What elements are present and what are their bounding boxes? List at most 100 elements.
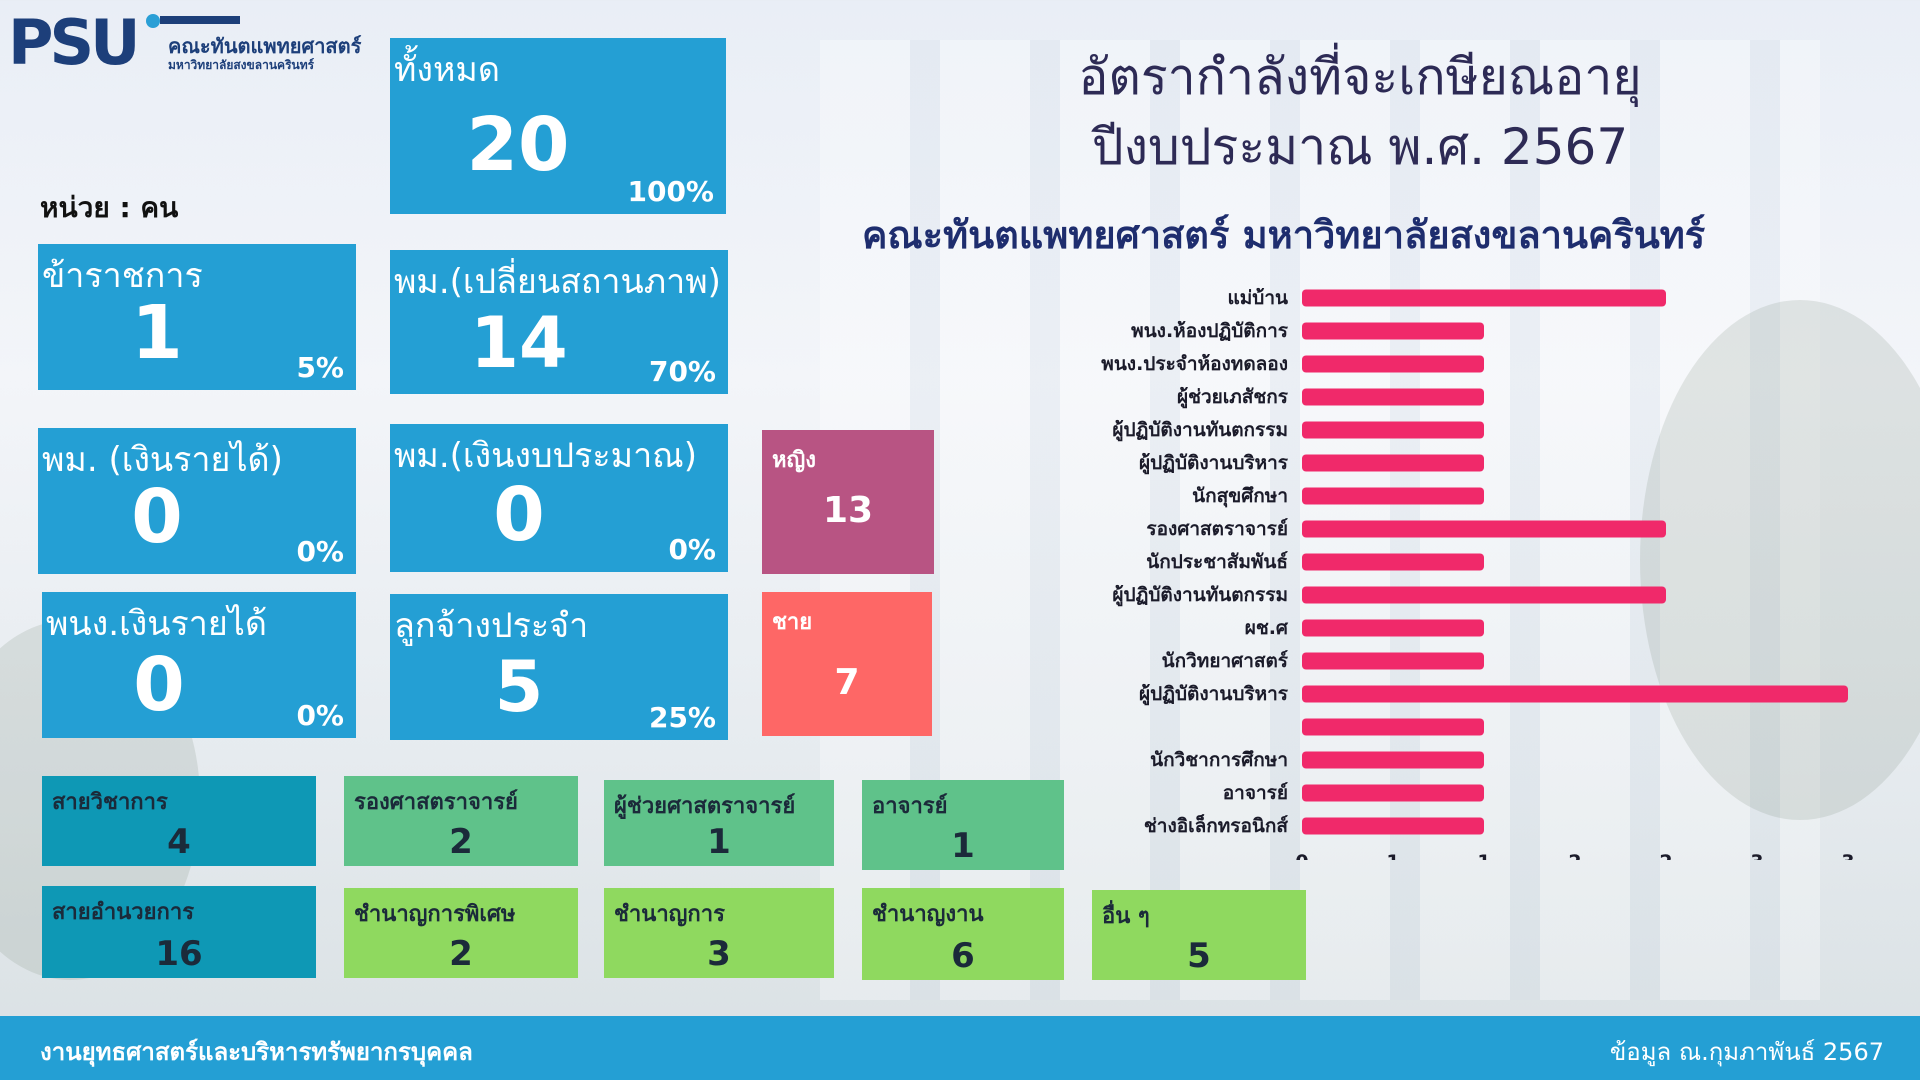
footer-department: งานยุทธศาสตร์และบริหารทรัพยากรบุคคล bbox=[40, 1038, 473, 1066]
x-tick-label: 3 bbox=[1841, 851, 1854, 860]
bar bbox=[1302, 520, 1666, 538]
card-percent: 25% bbox=[648, 701, 716, 734]
tile-skilled: ชำนาญงาน 6 bbox=[862, 888, 1064, 980]
tile-value: 16 bbox=[155, 934, 203, 974]
card-value: 1 bbox=[131, 290, 183, 376]
logo-faculty-name: คณะทันตแพทยศาสตร์ bbox=[168, 34, 362, 58]
x-tick-label: 2 bbox=[1659, 851, 1672, 860]
card-label: พม.(เงินงบประมาณ) bbox=[394, 436, 697, 476]
gender-female-box: หญิง 13 bbox=[762, 430, 934, 574]
footer-data-date: ข้อมูล ณ.กุมภาพันธ์ 2567 bbox=[1609, 1038, 1884, 1066]
gender-label: หญิง bbox=[772, 448, 816, 473]
unit-label: หน่วย : คน bbox=[40, 191, 179, 224]
card-staff-income: พนง.เงินรายได้ 0 0% bbox=[42, 592, 356, 738]
tile-label: สายอำนวยการ bbox=[52, 900, 195, 925]
card-value: 5 bbox=[494, 646, 544, 728]
bar bbox=[1302, 751, 1484, 769]
tile-academic: สายวิชาการ 4 bbox=[42, 776, 316, 866]
bar-category-label: แม่บ้าน bbox=[1228, 287, 1289, 309]
card-label: พม. (เงินรายได้) bbox=[42, 440, 283, 480]
x-tick-label: 0 bbox=[1295, 851, 1308, 860]
tile-value: 2 bbox=[449, 934, 473, 974]
bar-category-label: นักวิทยาศาสตร์ bbox=[1162, 650, 1289, 672]
card-total: ทั้งหมด 20 100% bbox=[390, 38, 726, 214]
logo-dot bbox=[146, 14, 160, 28]
card-percent: 5% bbox=[296, 351, 344, 384]
bar-category-label: ผู้ปฏิบัติงานบริหาร bbox=[1139, 683, 1289, 706]
bar bbox=[1302, 322, 1484, 340]
main-title: อัตรากำลังที่จะเกษียณอายุ bbox=[1078, 48, 1642, 106]
bar-category-label: ผู้ปฏิบัติงานบริหาร bbox=[1139, 452, 1289, 475]
bar bbox=[1302, 718, 1484, 736]
x-tick-label: 2 bbox=[1568, 851, 1581, 860]
tile-label: ชำนาญการ bbox=[614, 902, 725, 927]
card-label: ข้าราชการ bbox=[42, 256, 203, 296]
tile-lecturer: อาจารย์ 1 bbox=[862, 780, 1064, 870]
gender-value: 13 bbox=[822, 490, 874, 531]
gender-value: 7 bbox=[834, 662, 860, 703]
bar bbox=[1302, 454, 1484, 472]
card-permanent-employee: ลูกจ้างประจำ 5 25% bbox=[390, 594, 728, 740]
psu-logo: PSU คณะทันตแพทยศาสตร์ มหาวิทยาลัยสงขลานค… bbox=[8, 6, 388, 86]
bar bbox=[1302, 388, 1484, 406]
logo-bar bbox=[160, 16, 240, 24]
bar bbox=[1302, 784, 1484, 802]
footer-bar: งานยุทธศาสตร์และบริหารทรัพยากรบุคคล ข้อม… bbox=[0, 1016, 1920, 1080]
bar-category-label: รองศาสตราจารย์ bbox=[1146, 518, 1288, 540]
bar-category-label: ผู้ปฏิบัติงานทันตกรรม bbox=[1112, 584, 1288, 607]
tile-assoc-prof: รองศาสตราจารย์ 2 bbox=[344, 776, 578, 866]
card-value: 14 bbox=[470, 302, 568, 384]
bar bbox=[1302, 289, 1666, 307]
bar bbox=[1302, 817, 1484, 835]
tile-label: ผู้ช่วยศาสตราจารย์ bbox=[614, 794, 796, 819]
bar-category-label: พนง.ประจำห้องทดลอง bbox=[1101, 353, 1288, 375]
bar bbox=[1302, 586, 1666, 604]
tile-value: 3 bbox=[707, 934, 731, 974]
main-title-fiscal-year: ปีงบประมาณ พ.ศ. 2567 bbox=[1091, 118, 1629, 176]
x-tick-label: 1 bbox=[1477, 851, 1490, 860]
x-tick-label: 1 bbox=[1386, 851, 1399, 860]
tile-senior-expert: ชำนาญการพิเศษ 2 bbox=[344, 888, 578, 978]
bar bbox=[1302, 355, 1484, 373]
card-label: พม.(เปลี่ยนสถานภาพ) bbox=[394, 262, 721, 302]
card-percent: 0% bbox=[668, 533, 716, 566]
card-label: ทั้งหมด bbox=[394, 50, 500, 90]
tile-value: 1 bbox=[951, 826, 975, 866]
tile-value: 6 bbox=[951, 936, 975, 976]
retirement-bar-chart: แม่บ้านพนง.ห้องปฏิบัติการพนง.ประจำห้องทด… bbox=[1101, 287, 1854, 860]
card-value: 0 bbox=[131, 474, 183, 560]
card-value: 0 bbox=[493, 472, 545, 558]
card-uni-budget: พม.(เงินงบประมาณ) 0 0% bbox=[390, 424, 728, 572]
card-uni-income: พม. (เงินรายได้) 0 0% bbox=[38, 428, 356, 574]
bar-category-label: นักสุขศึกษา bbox=[1192, 485, 1288, 508]
tile-others: อื่น ๆ 5 bbox=[1092, 890, 1306, 980]
tile-expert: ชำนาญการ 3 bbox=[604, 888, 834, 978]
faculty-subtitle: คณะทันตแพทยศาสตร์ มหาวิทยาลัยสงขลานครินท… bbox=[862, 213, 1706, 257]
card-percent: 100% bbox=[627, 175, 714, 208]
bar bbox=[1302, 619, 1484, 637]
card-percent: 70% bbox=[648, 355, 716, 388]
logo-mark: PSU bbox=[8, 6, 140, 79]
bar-category-label: พนง.ห้องปฏิบัติการ bbox=[1131, 320, 1289, 342]
x-tick-label: 3 bbox=[1750, 851, 1763, 860]
background-tree bbox=[1640, 300, 1920, 820]
tile-value: 4 bbox=[167, 822, 191, 862]
bar-category-label: ช่างอิเล็กทรอนิกส์ bbox=[1144, 813, 1289, 837]
gender-label: ชาย bbox=[772, 610, 813, 635]
card-percent: 0% bbox=[296, 535, 344, 568]
tile-value: 2 bbox=[449, 822, 473, 862]
tile-asst-prof: ผู้ช่วยศาสตราจารย์ 1 bbox=[604, 780, 834, 866]
card-label: ลูกจ้างประจำ bbox=[394, 606, 589, 646]
card-value: 20 bbox=[466, 102, 570, 188]
tile-label: ชำนาญการพิเศษ bbox=[354, 902, 516, 927]
tile-label: รองศาสตราจารย์ bbox=[354, 790, 518, 815]
bar-category-label: ผู้ปฏิบัติงานทันตกรรม bbox=[1112, 419, 1288, 442]
card-status-change: พม.(เปลี่ยนสถานภาพ) 14 70% bbox=[390, 250, 728, 394]
tile-label: ชำนาญงาน bbox=[872, 902, 984, 927]
tile-value: 5 bbox=[1187, 936, 1211, 976]
bar-category-label: นักประชาสัมพันธ์ bbox=[1146, 551, 1288, 573]
bar bbox=[1302, 685, 1848, 703]
card-percent: 0% bbox=[296, 699, 344, 732]
tile-label: สายวิชาการ bbox=[52, 790, 168, 815]
bar-category-label: อาจารย์ bbox=[1223, 782, 1288, 804]
